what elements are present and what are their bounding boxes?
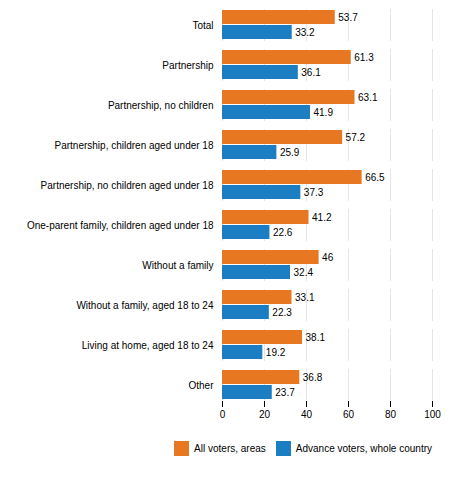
svg-text:80: 80 xyxy=(385,409,397,420)
svg-text:32.4: 32.4 xyxy=(294,267,314,278)
svg-text:53.7: 53.7 xyxy=(338,12,358,23)
svg-text:41.9: 41.9 xyxy=(313,107,333,118)
svg-text:33.2: 33.2 xyxy=(295,27,315,38)
html-text:Advance voters, whole country: Advance voters, whole country xyxy=(295,443,432,454)
svg-text:Other: Other xyxy=(188,380,214,391)
svg-text:63.1: 63.1 xyxy=(358,92,378,103)
svg-text:100: 100 xyxy=(424,409,441,420)
svg-text:One-parent family, children ag: One-parent family, children aged under 1… xyxy=(27,220,214,231)
svg-text:41.2: 41.2 xyxy=(312,212,332,223)
svg-text:57.2: 57.2 xyxy=(346,132,366,143)
svg-text:Partnership, no children: Partnership, no children xyxy=(108,100,214,111)
svg-text:Partnership, children aged und: Partnership, children aged under 18 xyxy=(55,140,214,151)
svg-text:22.6: 22.6 xyxy=(273,227,293,238)
svg-text:37.3: 37.3 xyxy=(304,187,324,198)
svg-text:Partnership: Partnership xyxy=(162,60,214,71)
svg-text:Partnership, no children aged: Partnership, no children aged under 18 xyxy=(41,180,214,191)
svg-text:25.9: 25.9 xyxy=(280,147,300,158)
svg-text:36.1: 36.1 xyxy=(301,67,321,78)
svg-text:Without a family, aged 18 to 2: Without a family, aged 18 to 24 xyxy=(76,300,214,311)
svg-text:19.2: 19.2 xyxy=(266,347,286,358)
svg-text:20: 20 xyxy=(259,409,271,420)
svg-text:23.7: 23.7 xyxy=(275,387,295,398)
svg-text:38.1: 38.1 xyxy=(306,332,326,343)
svg-text:60: 60 xyxy=(343,409,355,420)
svg-text:Without a family: Without a family xyxy=(142,260,213,271)
html-text:All voters, areas: All voters, areas xyxy=(194,443,266,454)
svg-text:46: 46 xyxy=(322,252,334,263)
svg-text:33.1: 33.1 xyxy=(295,292,315,303)
svg-text:Living at home, aged 18 to 24: Living at home, aged 18 to 24 xyxy=(82,340,214,351)
svg-text:66.5: 66.5 xyxy=(365,172,385,183)
svg-text:36.8: 36.8 xyxy=(303,372,323,383)
svg-text:0: 0 xyxy=(220,409,226,420)
svg-text:61.3: 61.3 xyxy=(354,52,374,63)
svg-text:22.3: 22.3 xyxy=(272,307,292,318)
svg-text:Total: Total xyxy=(192,20,213,31)
svg-text:40: 40 xyxy=(301,409,313,420)
